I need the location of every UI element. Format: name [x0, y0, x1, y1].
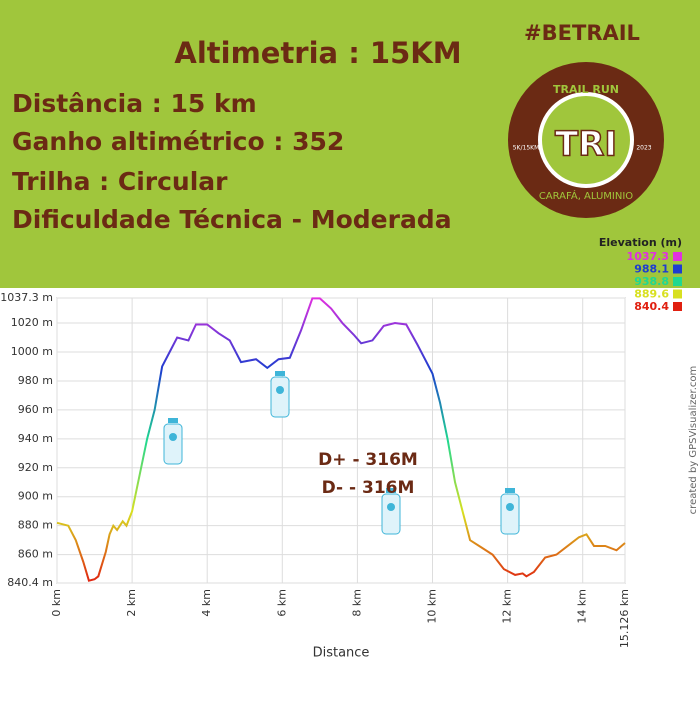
- hashtag: #BETRAIL: [524, 21, 640, 45]
- logo: TRAIL RUN TRI 5K/15KM 2023 CARAFÁ, ALUMI…: [508, 62, 664, 218]
- logo-text: TRI: [555, 125, 617, 165]
- bottle-cap: [275, 371, 285, 376]
- y-tick-label: 860 m: [18, 548, 53, 561]
- drop: [276, 386, 284, 394]
- info-line: Ganho altimétrico : 352: [12, 127, 344, 156]
- legend-swatch: [673, 252, 682, 261]
- x-tick-label: 10 km: [426, 589, 439, 624]
- bottle-cap: [505, 488, 515, 493]
- logo-text: 2023: [636, 145, 651, 152]
- logo-text: 5K/15KM: [513, 145, 540, 152]
- elevation-line: [56, 297, 626, 582]
- legend-title: Elevation (m): [599, 236, 682, 249]
- y-tick-label: 880 m: [18, 519, 53, 532]
- logo-text: CARAFÁ, ALUMINIO: [539, 189, 633, 202]
- y-tick-label: 940 m: [18, 432, 53, 445]
- y-tick-label: 980 m: [18, 374, 53, 387]
- x-tick-label: 15.126 km: [618, 589, 631, 648]
- legend-swatch: [673, 289, 682, 299]
- bottle: [270, 376, 290, 418]
- drop: [506, 503, 514, 511]
- x-tick-label: 12 km: [501, 589, 514, 624]
- drop: [387, 503, 395, 511]
- x-tick-label: 6 km: [275, 589, 288, 617]
- water-icons: [163, 371, 520, 535]
- legend-label: 938.8: [634, 275, 669, 288]
- x-tick-label: 8 km: [350, 589, 363, 617]
- y-tick-label: 920 m: [18, 461, 53, 474]
- x-tick-label: 0 km: [50, 589, 63, 617]
- info-line: Trilha : Circular: [12, 167, 228, 196]
- annotation: D+ - 316M: [318, 450, 418, 470]
- x-tick-label: 14 km: [576, 589, 589, 624]
- legend-swatch: [673, 277, 682, 286]
- y-tick-label: 960 m: [18, 403, 53, 416]
- bottle-cap: [168, 418, 178, 423]
- legend-swatch: [673, 264, 682, 274]
- info-line: Distância : 15 km: [12, 89, 257, 118]
- bottle: [381, 493, 401, 535]
- bottle: [163, 423, 183, 465]
- credit: created by GPSVisualizer.com: [688, 366, 699, 515]
- info-line: Dificuldade Técnica - Moderada: [12, 205, 452, 234]
- y-tick-label: 1020 m: [11, 316, 53, 329]
- legend-label: 1037.3: [627, 250, 669, 263]
- logo-text: TRAIL RUN: [553, 83, 619, 96]
- legend-label: 889.6: [634, 288, 669, 301]
- x-tick-label: 2 km: [125, 589, 138, 617]
- y-tick-label: 840.4 m: [7, 576, 53, 589]
- bottle-cap: [386, 488, 396, 493]
- y-tick-label: 1037.3 m: [0, 291, 53, 304]
- x-axis-label: Distance: [313, 646, 370, 661]
- y-tick-label: 1000 m: [11, 345, 53, 358]
- y-tick-label: 900 m: [18, 490, 53, 503]
- logo-center: [538, 92, 634, 188]
- plot-frame: [56, 297, 626, 584]
- annotation: D- - 316M: [322, 478, 415, 498]
- x-tick-label: 4 km: [200, 589, 213, 617]
- legend-swatch: [673, 302, 682, 311]
- legend-label: 988.1: [634, 263, 669, 276]
- bottle: [500, 493, 520, 535]
- legend-label: 840.4: [634, 300, 669, 313]
- drop: [169, 433, 177, 441]
- title: Altimetria : 15KM: [174, 36, 461, 70]
